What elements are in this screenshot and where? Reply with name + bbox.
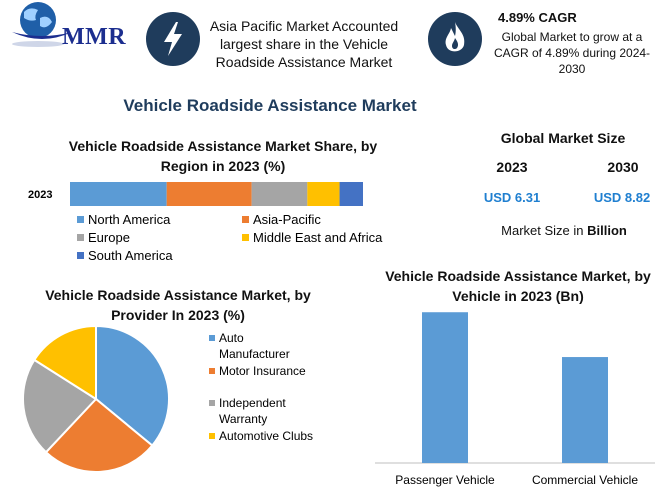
pie-slice	[95, 324, 170, 447]
pie-slice	[44, 397, 154, 473]
legend-label: Automotive Clubs	[219, 429, 313, 443]
cagr-title: 4.89% CAGR	[498, 10, 577, 25]
asia-pacific-highlight: Asia Pacific Market Accounted largest sh…	[209, 18, 399, 70]
legend-label: North America	[88, 212, 171, 227]
vehicle-chart-title: Vehicle Roadside Assistance Market, by V…	[385, 268, 651, 304]
legend-swatch	[209, 400, 215, 406]
legend-swatch	[242, 216, 249, 223]
bar-segment	[307, 182, 340, 206]
x-tick-label: Commercial Vehicle	[532, 473, 638, 487]
mmr-logo	[12, 2, 72, 47]
category-label: 2023	[28, 189, 52, 201]
legend-label: Middle East and Africa	[253, 230, 383, 245]
market-size-value-start: USD 6.31	[483, 190, 541, 205]
legend-swatch	[209, 433, 215, 439]
provider-pie-chart: Auto Manufacturer Motor Insurance Independe…	[22, 324, 313, 473]
provider-chart-title: Vehicle Roadside Assistance Market, by P…	[45, 287, 311, 323]
market-size-unit: Market Size in Billion	[484, 223, 644, 238]
legend-label: South America	[88, 248, 173, 263]
legend-swatch	[209, 368, 215, 374]
legend-swatch	[77, 216, 84, 223]
bar-segment	[251, 182, 308, 206]
market-size-unit-value: Billion	[587, 223, 627, 238]
legend-swatch	[242, 234, 249, 241]
bar	[422, 312, 468, 463]
market-size-title: Global Market Size	[500, 130, 626, 146]
legend-label: Asia-Pacific	[253, 212, 321, 227]
market-size-value-end: USD 8.82	[593, 190, 651, 205]
legend-label: Europe	[88, 230, 130, 245]
page-title: Vehicle Roadside Assistance Market	[123, 96, 417, 115]
bar	[562, 357, 608, 463]
legend-label: Manufacturer	[219, 347, 290, 361]
legend-label: Independent	[219, 396, 286, 410]
cagr-description: Global Market to grow at a CAGR of 4.89%…	[493, 30, 651, 76]
pie-slice	[22, 358, 98, 454]
legend-swatch	[209, 335, 215, 341]
x-tick-label: Passenger Vehicle	[395, 473, 495, 487]
market-size-unit-prefix: Market Size in	[501, 223, 588, 238]
region-share-chart: 2023 North America Asia-Pacific Europe Middl…	[28, 182, 383, 263]
market-size-year-end: 2030	[607, 159, 639, 175]
logo-text: MMR	[62, 24, 127, 50]
legend-label: Motor Insurance	[219, 364, 306, 378]
lightning-bolt-icon	[146, 12, 200, 66]
pie-slice	[32, 324, 97, 401]
bar-segment	[166, 182, 252, 206]
market-size-year-start: 2023	[496, 159, 528, 175]
legend-label: Auto	[219, 331, 244, 345]
legend-swatch	[77, 234, 84, 241]
bar-segment	[339, 182, 363, 206]
bar-segment	[70, 182, 167, 206]
vehicle-bar-chart: Passenger Vehicle Commercial Vehicle	[375, 312, 655, 487]
region-chart-title: Vehicle Roadside Assistance Market Share…	[68, 138, 378, 174]
legend-label: Warranty	[219, 412, 267, 426]
flame-icon	[428, 12, 482, 66]
legend-swatch	[77, 252, 84, 259]
